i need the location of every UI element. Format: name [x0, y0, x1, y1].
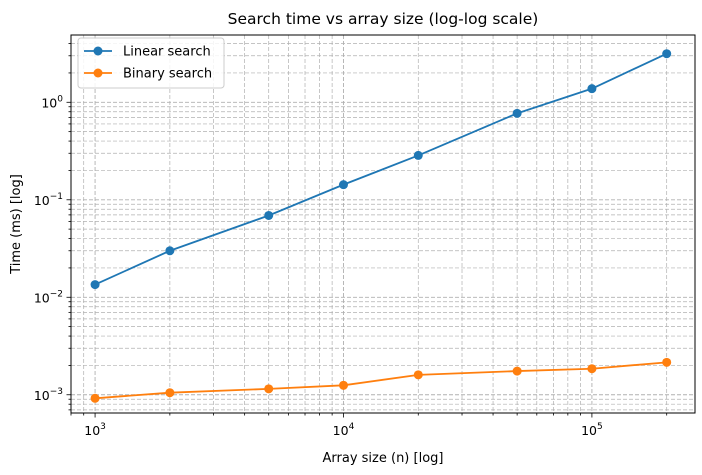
data-point-binary-search — [338, 380, 348, 390]
axis-ticks: 103 104 105 10−3 10−2 10−1 100 — [34, 43, 668, 438]
data-point-binary-search — [413, 370, 423, 380]
data-point-binary-search — [662, 357, 672, 367]
y-tick-label: 100 — [41, 94, 63, 110]
y-axis-label: Time (ms) [log] — [9, 174, 24, 275]
legend-box — [77, 37, 225, 89]
grid — [70, 35, 695, 413]
y-tick-label: 10−3 — [34, 387, 63, 403]
data-point-binary-search — [264, 384, 274, 394]
data-point-binary-search — [587, 364, 597, 374]
legend: Linear search Binary search — [77, 37, 225, 89]
legend-label-binary-search: Binary search — [123, 67, 212, 82]
data-point-linear-search — [338, 180, 348, 190]
series-line-linear-search — [94, 52, 668, 286]
chart-title: Search time vs array size (log-log scale… — [228, 10, 539, 28]
legend-marker-binary-search — [93, 68, 103, 78]
legend-label-linear-search: Linear search — [123, 45, 211, 60]
y-tick-label: 10−2 — [34, 289, 63, 305]
x-tick-label: 104 — [333, 422, 355, 438]
series-layer — [90, 49, 672, 403]
series-line-binary-search — [95, 361, 667, 400]
data-point-linear-search — [662, 49, 672, 59]
legend-marker-linear-search — [93, 46, 103, 56]
x-tick-label: 103 — [84, 422, 106, 438]
data-point-binary-search — [165, 388, 175, 398]
data-point-linear-search — [512, 108, 522, 118]
data-point-linear-search — [413, 150, 423, 160]
data-point-linear-search — [165, 246, 175, 256]
data-point-linear-search — [90, 280, 100, 290]
x-axis-label: Array size (n) [log] — [323, 451, 444, 466]
data-point-binary-search — [512, 366, 522, 376]
data-point-linear-search — [264, 210, 274, 220]
y-tick-label: 10−1 — [34, 192, 63, 208]
data-point-binary-search — [90, 393, 100, 403]
x-tick-label: 105 — [581, 422, 603, 438]
plot-frame — [70, 34, 696, 414]
data-point-linear-search — [587, 84, 597, 94]
